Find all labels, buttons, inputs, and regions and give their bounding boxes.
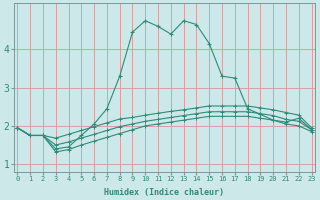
X-axis label: Humidex (Indice chaleur): Humidex (Indice chaleur) <box>104 188 224 197</box>
